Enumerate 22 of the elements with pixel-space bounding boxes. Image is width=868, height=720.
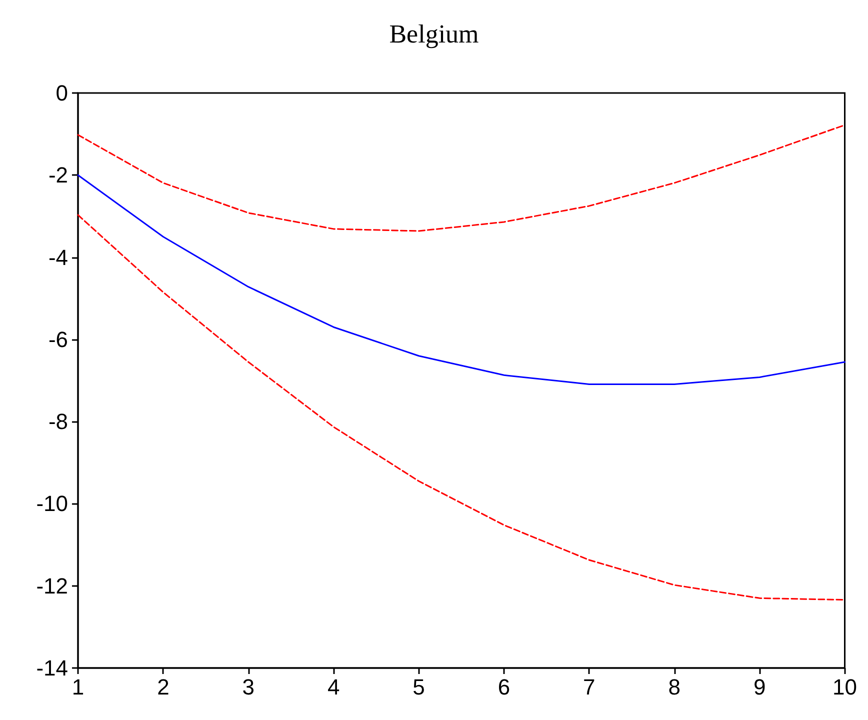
x-tick-label: 6 (498, 674, 510, 700)
y-tick-label: -14 (36, 656, 68, 680)
x-tick-label: 10 (832, 674, 858, 700)
x-tick-label: 7 (583, 674, 596, 700)
y-tick-label: -4 (48, 244, 68, 270)
x-tick-label: 2 (157, 674, 170, 700)
x-tick-label: 3 (242, 674, 255, 700)
x-tick-label: 9 (753, 674, 766, 700)
y-tick-label: -10 (36, 491, 68, 516)
line-series (77, 174, 846, 385)
x-tick-label: 4 (327, 674, 340, 700)
y-tick-label: -12 (36, 573, 68, 598)
y-tick-label: -2 (48, 162, 68, 188)
y-tick-label: -6 (48, 326, 68, 352)
line-series (77, 214, 846, 601)
x-tick-label: 1 (72, 674, 84, 700)
chart-title: Belgium (389, 20, 479, 48)
y-tick-label: 0 (56, 80, 68, 106)
x-tick-label: 8 (668, 674, 680, 700)
y-tick-label: -8 (48, 409, 68, 434)
x-tick-label: 5 (412, 674, 425, 700)
line-series (77, 124, 846, 232)
